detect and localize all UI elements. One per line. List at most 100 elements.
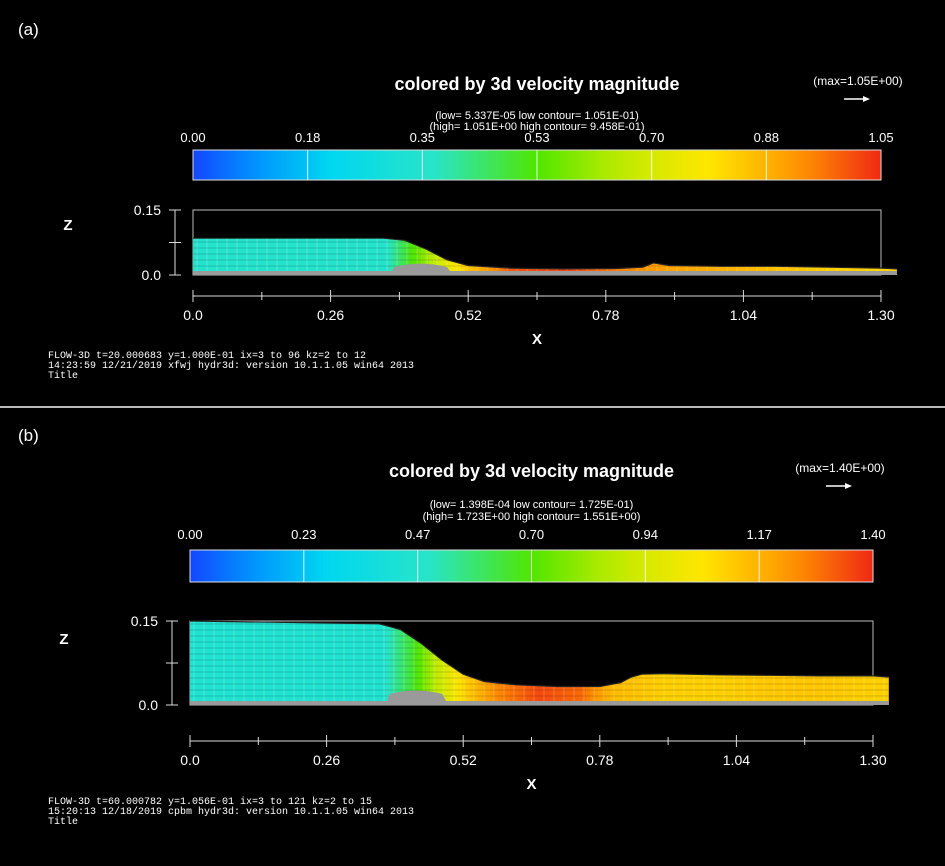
flow-cell <box>725 238 730 275</box>
flow-cell <box>494 621 499 705</box>
flow-cell <box>597 238 602 275</box>
flow-cell <box>701 238 706 275</box>
range-line-2: (high= 1.051E+00 high contour= 9.458E-01… <box>430 121 645 133</box>
flow-cell <box>322 621 327 705</box>
flow-cell <box>221 238 226 275</box>
flow-cell <box>806 621 811 705</box>
flow-cell <box>541 238 546 275</box>
flow-cell <box>330 621 335 705</box>
flow-cell <box>226 621 231 705</box>
flow-cell <box>341 238 346 275</box>
range-line-1: (low= 1.398E-04 low contour= 1.725E-01) <box>430 499 634 511</box>
flow-cell <box>758 621 763 705</box>
flow-cell <box>353 238 358 275</box>
flow-cell <box>365 238 370 275</box>
flow-cell <box>818 621 823 705</box>
x-tick-label: 0.26 <box>313 752 340 768</box>
flow-cell <box>694 621 699 705</box>
flow-cell <box>605 238 610 275</box>
flow-cell <box>361 238 366 275</box>
flow-cell <box>206 621 211 705</box>
flow-cell <box>249 238 254 275</box>
flow-cell <box>585 238 590 275</box>
flow-cell <box>698 621 703 705</box>
flow-cell <box>281 238 286 275</box>
flow-cell <box>430 621 435 705</box>
colorbar-tick-label: 0.00 <box>180 130 205 145</box>
flow-cell <box>785 238 790 275</box>
flow-cell <box>425 238 430 275</box>
flow-cell <box>738 621 743 705</box>
z-axis-label: Z <box>63 217 72 234</box>
flow-cell <box>246 621 251 705</box>
flow-cell <box>349 238 354 275</box>
x-tick-label: 1.30 <box>859 752 886 768</box>
channel-bed <box>190 701 889 705</box>
flow-cell <box>557 238 562 275</box>
flow-cell <box>537 238 542 275</box>
colorbar-tick-label: 1.40 <box>860 527 885 542</box>
flow-cell <box>389 238 394 275</box>
flow-cell <box>289 238 294 275</box>
z-tick-label: 0.0 <box>139 697 159 713</box>
flow-cell <box>314 621 319 705</box>
panel-divider <box>0 406 945 408</box>
flow-cell <box>629 238 634 275</box>
flow-cell <box>305 238 310 275</box>
flow-cell <box>250 621 255 705</box>
flow-cell <box>421 238 426 275</box>
flow-cell <box>578 621 583 705</box>
flow-cell <box>350 621 355 705</box>
flow-cell <box>845 238 850 275</box>
flow-cell <box>586 621 591 705</box>
flow-cell <box>442 621 447 705</box>
flow-cell <box>737 238 742 275</box>
flow-cell <box>338 621 343 705</box>
flow-cell <box>242 621 247 705</box>
flow-cell <box>214 621 219 705</box>
flow-cell <box>589 238 594 275</box>
flow-cell <box>474 621 479 705</box>
flow-cell <box>878 621 883 705</box>
x-axis-label: X <box>526 776 536 793</box>
flow-cell <box>262 621 267 705</box>
flow-cell <box>409 238 414 275</box>
flow-cell <box>257 238 262 275</box>
colorbar-tick-label: 0.70 <box>519 527 544 542</box>
flow-cell <box>354 621 359 705</box>
flow-cell <box>273 238 278 275</box>
x-tick-label: 1.04 <box>730 307 757 323</box>
flow-cell <box>626 621 631 705</box>
flow-cell <box>278 621 283 705</box>
flow-cell <box>593 238 598 275</box>
flow-cell <box>261 238 266 275</box>
flow-cell <box>234 621 239 705</box>
flow-cell <box>893 238 897 275</box>
flow-cell <box>705 238 710 275</box>
flow-cell <box>337 238 342 275</box>
flow-cell <box>729 238 734 275</box>
x-tick-label: 1.04 <box>723 752 750 768</box>
flow-cell <box>538 621 543 705</box>
flow-cell <box>881 238 886 275</box>
flow-cell <box>449 238 454 275</box>
range-line-1: (low= 5.337E-05 low contour= 1.051E-01) <box>435 110 639 122</box>
flow-cell <box>817 238 822 275</box>
flow-cell <box>657 238 662 275</box>
flow-cell <box>301 238 306 275</box>
flow-cell <box>333 238 338 275</box>
free-surface-line <box>189 620 889 688</box>
flow-cell <box>302 621 307 705</box>
x-tick-label: 0.26 <box>317 307 344 323</box>
flow-cell <box>613 238 618 275</box>
flow-cell <box>358 621 363 705</box>
flow-cell <box>566 621 571 705</box>
flow-cell <box>254 621 259 705</box>
flow-cell <box>310 621 315 705</box>
flow-cell <box>773 238 778 275</box>
colorbar-tick-label: 0.47 <box>405 527 430 542</box>
flow-cell <box>342 621 347 705</box>
flow-cell <box>866 621 871 705</box>
flow-cell <box>274 621 279 705</box>
flow-cell <box>601 238 606 275</box>
